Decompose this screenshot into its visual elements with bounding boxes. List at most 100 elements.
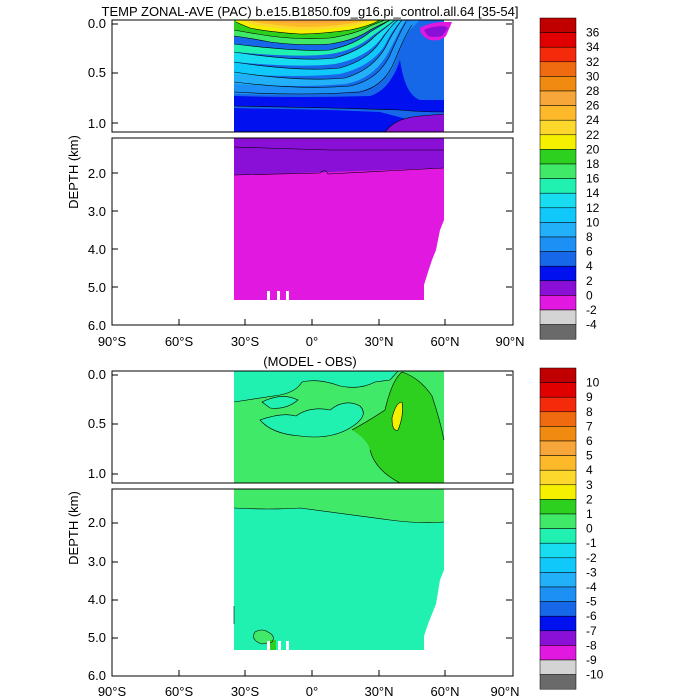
top-ytick-4: 3.0	[88, 204, 106, 219]
bottom-ylabel: DEPTH (km)	[66, 491, 81, 565]
colorbar-bottom-swatch-15	[539, 586, 577, 602]
colorbar-top-swatch-0	[539, 17, 577, 33]
colorbar-top-label-2: 32	[586, 55, 600, 69]
colorbar-bottom-swatch-0	[539, 367, 577, 383]
colorbar-bottom-swatch-13	[539, 557, 577, 573]
colorbar-top-swatch-4	[539, 76, 577, 92]
colorbar-top-swatch-3	[539, 61, 577, 77]
colorbar-top-swatch-14	[539, 222, 577, 238]
colorbar-bottom-label-19: -9	[586, 653, 597, 667]
bottom-xtick-4: 30°N	[364, 684, 393, 699]
colorbar-top-swatch-13	[539, 207, 577, 223]
top-ytick-5: 4.0	[88, 242, 106, 257]
bottom-ytick-1: 0.5	[88, 416, 106, 431]
top-ytick-0: 0.0	[88, 16, 106, 31]
bottom-xtick-2: 30°S	[231, 684, 260, 699]
top-ytick-7: 6.0	[88, 318, 106, 333]
colorbar-bottom-swatch-12	[539, 542, 577, 559]
top-ytick-1: 0.5	[88, 65, 106, 80]
colorbar-top-swatch-1	[539, 32, 577, 48]
bottom-ytick-7: 6.0	[88, 668, 106, 683]
colorbar-top-label-16: 4	[586, 259, 593, 273]
bottom-xtick-1: 60°S	[165, 684, 194, 699]
panel-bottom: (MODEL - OBS)	[66, 354, 604, 699]
colorbar-bottom-swatch-5	[539, 440, 577, 456]
colorbar-bottom-label-7: 3	[586, 478, 593, 492]
colorbar-top-label-12: 12	[586, 201, 600, 215]
colorbar-bottom-swatch-16	[539, 601, 577, 617]
colorbar-bottom-label-1: 9	[586, 390, 593, 404]
colorbar-bottom-label-12: -2	[586, 551, 597, 565]
top-ytick-3: 2.0	[88, 166, 106, 181]
temp-field-lower	[233, 138, 445, 301]
colorbar-bottom-swatch-2	[539, 396, 577, 413]
colorbar-bottom-label-20: -10	[586, 668, 604, 682]
colorbar-bottom-label-18: -8	[586, 638, 597, 652]
colorbar-top-label-5: 26	[586, 99, 600, 113]
colorbar-top-swatch-15	[539, 236, 577, 252]
colorbar-top-swatch-10	[539, 163, 577, 179]
top-xtick-0: 90°S	[98, 334, 127, 349]
top-xtick-1: 60°S	[165, 334, 194, 349]
colorbar-top-label-0: 36	[586, 26, 600, 40]
colorbar-bottom-label-15: -5	[586, 595, 597, 609]
panel-top: TEMP ZONAL-AVE (PAC) b.e15.B1850.f09_g16…	[66, 4, 600, 349]
colorbar-top-label-11: 14	[586, 186, 600, 200]
colorbar-top-label-10: 16	[586, 172, 600, 186]
colorbar-bottom-label-14: -4	[586, 580, 597, 594]
colorbar-bottom-label-4: 6	[586, 434, 593, 448]
colorbar-top-swatch-20	[539, 309, 577, 325]
bottom-ytick-4: 3.0	[88, 554, 106, 569]
colorbar-bottom-label-13: -3	[586, 565, 597, 579]
top-xtick-5: 60°N	[430, 334, 459, 349]
colorbar-bottom-swatch-21	[539, 674, 577, 690]
colorbar-bottom-label-0: 10	[586, 376, 600, 390]
top-ylabel: DEPTH (km)	[66, 135, 81, 209]
colorbar-bottom-swatch-11	[539, 528, 577, 544]
top-ytick-6: 5.0	[88, 280, 106, 295]
colorbar-top-label-15: 6	[586, 245, 593, 259]
colorbar-bottom-label-3: 7	[586, 419, 593, 433]
colorbar-top-swatch-5	[539, 90, 577, 106]
bottom-xtick-0: 90°S	[98, 684, 127, 699]
colorbar-bottom-label-9: 1	[586, 507, 593, 521]
colorbar-top-swatch-9	[539, 149, 577, 165]
bottom-ytick-2: 1.0	[88, 466, 106, 481]
colorbar-bottom-swatch-7	[539, 469, 577, 486]
colorbar-bottom-label-6: 4	[586, 463, 593, 477]
top-ytick-2: 1.0	[88, 116, 106, 131]
temp-field-upper	[233, 20, 452, 132]
colorbar-top-label-20: -4	[586, 318, 597, 332]
top-xtick-3: 0°	[306, 334, 318, 349]
bottom-xtick-6: 90°N	[490, 684, 519, 699]
bottom-xtick-5: 60°N	[430, 684, 459, 699]
colorbar-bottom-label-5: 5	[586, 449, 593, 463]
colorbar-bottom-label-11: -1	[586, 536, 597, 550]
colorbar-bottom-label-16: -6	[586, 609, 597, 623]
bottom-xtick-3: 0°	[306, 684, 318, 699]
bottom-ytick-3: 2.0	[88, 515, 106, 530]
colorbar-top-label-13: 10	[586, 215, 600, 229]
colorbar-top-label-1: 34	[586, 40, 600, 54]
colorbar-top-swatch-17	[539, 265, 577, 282]
colorbar-top-label-8: 20	[586, 142, 600, 156]
colorbar-bottom-swatch-17	[539, 615, 577, 632]
colorbar-top-label-6: 24	[586, 113, 600, 127]
colorbar-bottom-swatch-1	[539, 382, 577, 398]
colorbar-top-swatch-19	[539, 295, 577, 311]
colorbar-bottom-label-2: 8	[586, 405, 593, 419]
colorbar-top-label-18: 0	[586, 288, 593, 302]
colorbar-top-label-19: -2	[586, 303, 597, 317]
top-xtick-6: 90°N	[495, 334, 524, 349]
panel-top-title: TEMP ZONAL-AVE (PAC) b.e15.B1850.f09_g16…	[102, 4, 519, 19]
diff-field-lower	[233, 489, 445, 651]
colorbar-top-label-7: 22	[586, 128, 600, 142]
colorbar-top-label-3: 30	[586, 69, 600, 83]
colorbar-bottom-label-8: 2	[586, 492, 593, 506]
colorbar-bottom-swatch-6	[539, 455, 577, 471]
colorbar-bottom-swatch-4	[539, 426, 577, 442]
colorbar-bottom-label-17: -7	[586, 624, 597, 638]
colorbar-bottom-swatch-10	[539, 513, 577, 529]
